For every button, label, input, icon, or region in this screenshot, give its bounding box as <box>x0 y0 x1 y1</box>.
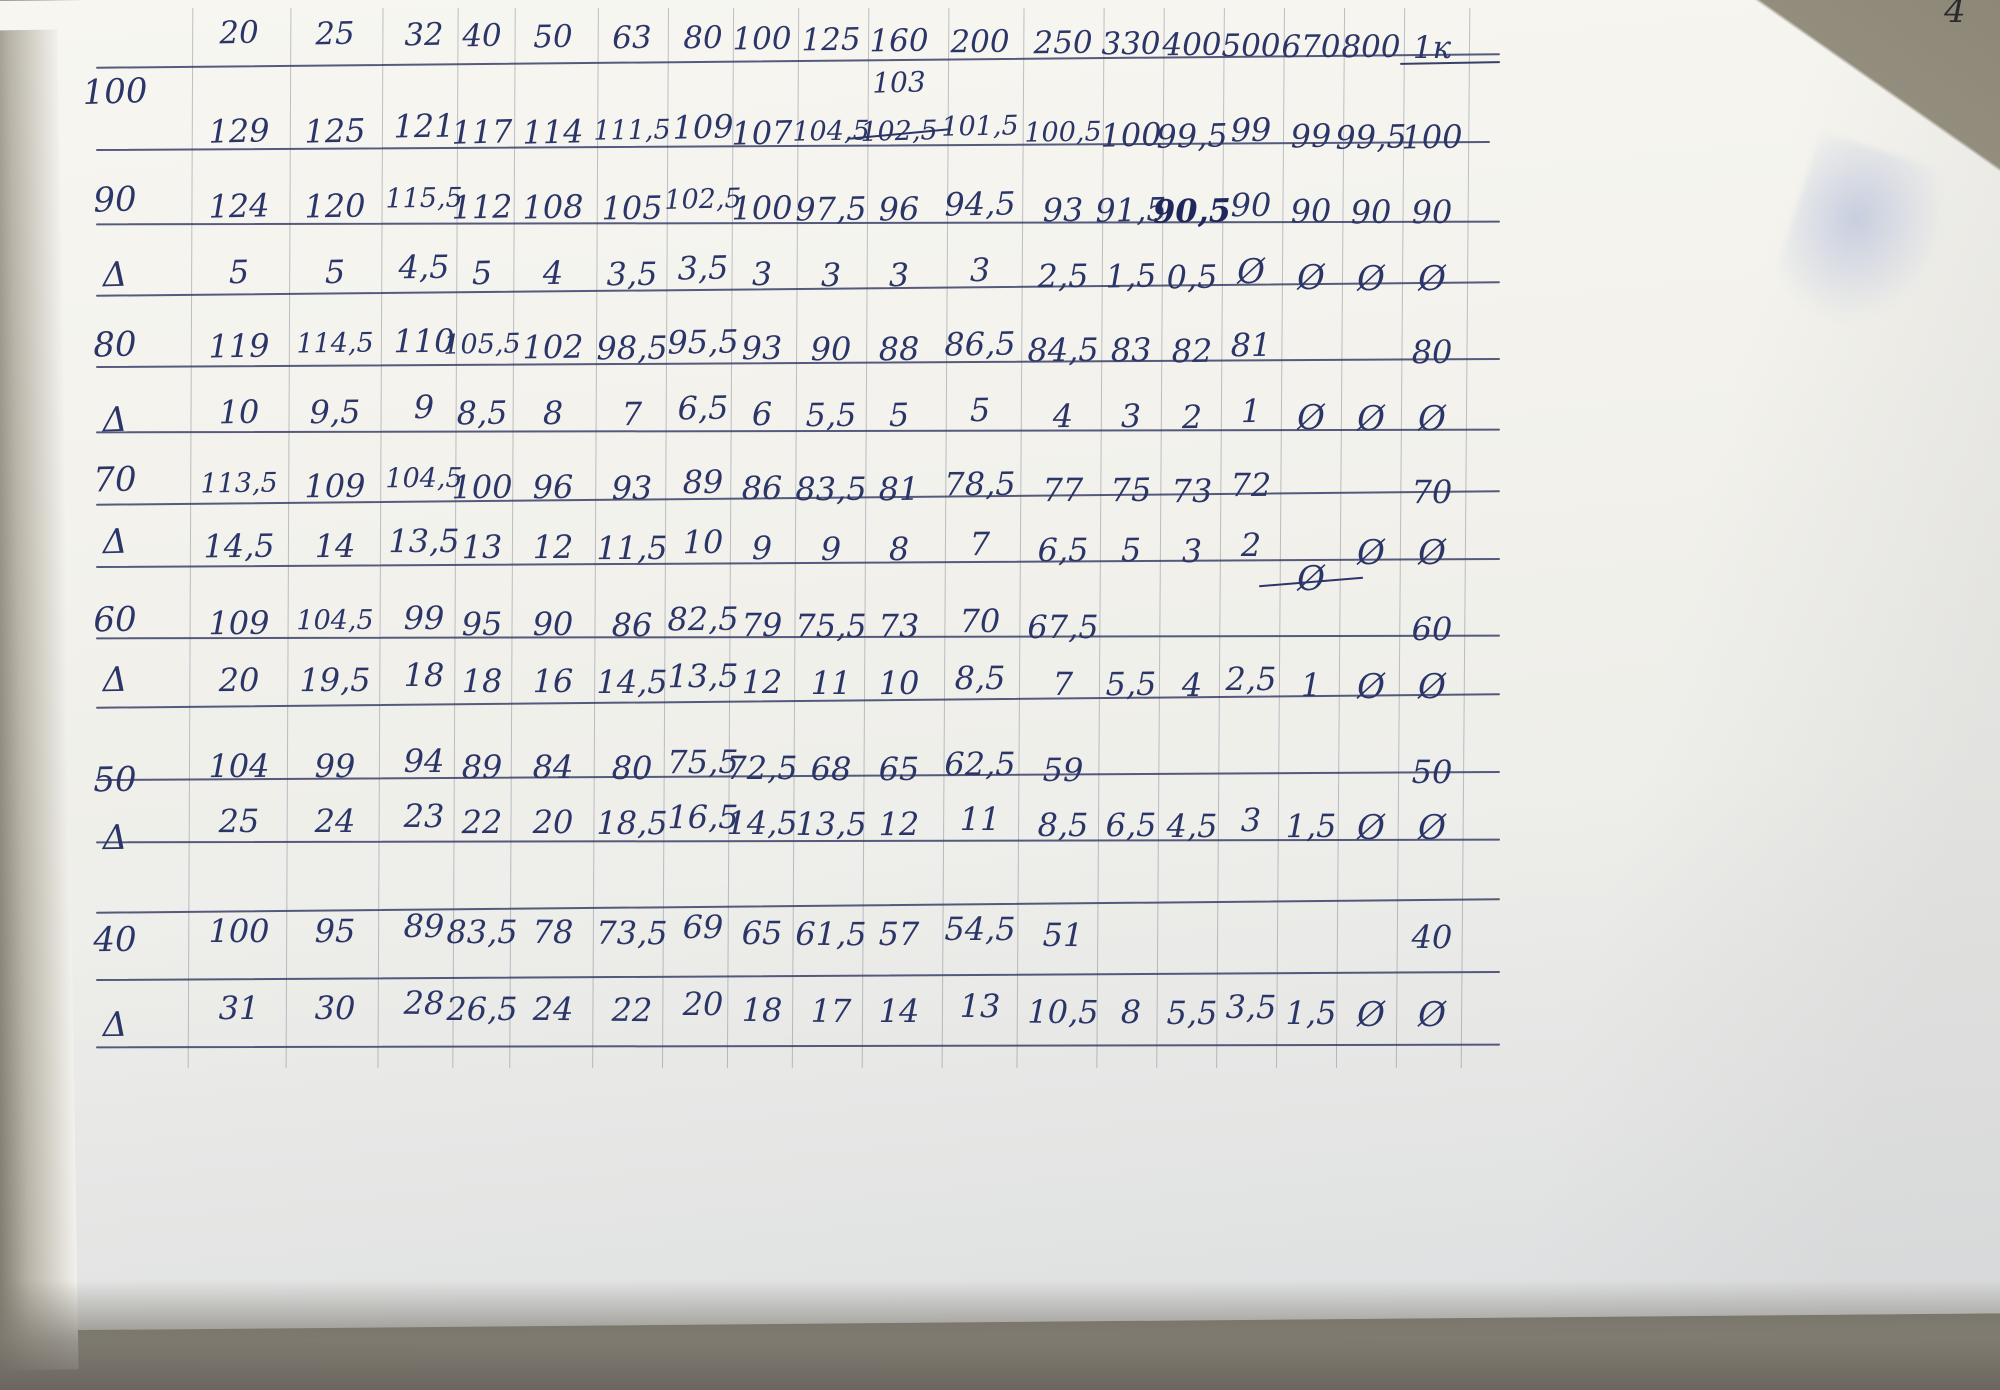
delta-cell: 9,5 <box>309 393 361 432</box>
delta-cell: 5 <box>228 252 250 292</box>
row-label-90: 90 <box>92 179 138 221</box>
delta-cell: 8,5 <box>954 658 1006 697</box>
paper-bottom-shadow <box>0 1280 2000 1390</box>
column-header-50: 50 <box>532 18 574 55</box>
level-cell: 104 <box>208 746 270 786</box>
delta-cell: 30 <box>314 989 356 1028</box>
level-cell: 124 <box>208 186 270 226</box>
level-cell: 100 <box>208 911 270 951</box>
delta-cell: 20 <box>218 660 260 700</box>
delta-cell: Ø <box>1418 666 1446 707</box>
delta-cell: 11 <box>959 799 1001 838</box>
row-label-delta-8: Δ <box>102 659 128 701</box>
level-cell: 113,5 <box>200 467 278 500</box>
level-cell: 94,5 <box>944 183 1016 224</box>
level-cell: 72 <box>1230 465 1272 504</box>
row-label-70: 70 <box>92 459 138 501</box>
level-cell: 90 <box>1411 192 1453 232</box>
level-cell: 51 <box>1042 915 1084 954</box>
row-label-delta-6: Δ <box>102 521 128 563</box>
level-cell: 80 <box>1411 332 1453 372</box>
level-cell: 109 <box>304 467 366 506</box>
column-header-1к: 1к <box>1412 30 1452 67</box>
level-cell: 78,5 <box>944 464 1016 503</box>
level-cell: 109 <box>208 603 270 643</box>
delta-cell: 13 <box>959 986 1001 1025</box>
column-header-160: 160 <box>869 22 929 60</box>
delta-cell: 5 <box>324 253 346 292</box>
correction-value: 103 <box>871 65 927 100</box>
level-cell: 50 <box>1411 752 1453 792</box>
level-cell: 114,5 <box>296 327 374 360</box>
delta-cell: 3 <box>969 250 991 289</box>
level-cell: 120 <box>304 186 366 226</box>
row-label-40: 40 <box>93 919 137 961</box>
row-label-delta-10: Δ <box>102 817 128 859</box>
delta-cell: 10 <box>218 392 260 432</box>
delta-cell: Ø <box>1417 532 1447 573</box>
delta-cell: 19,5 <box>299 661 371 700</box>
row-separator <box>96 898 1500 914</box>
level-cell: 70 <box>959 601 1001 640</box>
level-cell: 129 <box>207 111 270 151</box>
level-cell: 59 <box>1042 750 1084 789</box>
level-cell: 86,5 <box>944 324 1016 363</box>
delta-cell: Ø <box>1417 807 1447 849</box>
level-cell: 70 <box>1411 472 1453 512</box>
column-header-25: 25 <box>314 15 356 53</box>
level-cell: 54,5 <box>944 909 1016 948</box>
level-cell: 125 <box>304 111 366 151</box>
row-label-60: 60 <box>92 599 138 641</box>
delta-cell: Ø <box>1417 398 1447 440</box>
level-cell: 99 <box>314 747 356 786</box>
level-cell: 119 <box>208 326 270 366</box>
page-number: 4 <box>1944 0 1966 31</box>
row-separator <box>96 970 1500 982</box>
level-cell: 95 <box>314 912 356 951</box>
row-separator <box>95 1043 1501 1049</box>
level-cell: 67,5 <box>1027 607 1099 646</box>
level-cell: 40 <box>1411 917 1453 957</box>
row-label-delta-2: Δ <box>102 254 128 296</box>
level-cell: 101,5 <box>941 109 1019 143</box>
delta-cell: 14 <box>314 527 356 566</box>
delta-cell: 25 <box>218 801 260 841</box>
row-label-50: 50 <box>93 759 137 801</box>
delta-cell: Ø <box>1417 258 1447 300</box>
row-label-delta-12: Δ <box>102 1004 128 1046</box>
row-label-80: 80 <box>92 324 138 366</box>
row-label-100: 100 <box>81 70 149 114</box>
delta-cell: 14,5 <box>203 526 275 566</box>
delta-cell: 5 <box>969 390 991 429</box>
row-label-delta-4: Δ <box>102 399 128 441</box>
delta-cell: 24 <box>314 802 356 841</box>
desk-background-corner <box>1670 0 2000 210</box>
delta-cell: 2 <box>1240 525 1262 564</box>
delta-cell: Ø <box>1417 994 1447 1036</box>
column-header-20: 20 <box>218 14 260 52</box>
delta-cell: 7 <box>969 524 991 563</box>
delta-cell: 31 <box>218 988 260 1028</box>
column-header-200: 200 <box>950 23 1010 61</box>
level-cell: 60 <box>1411 609 1453 648</box>
level-cell: 100 <box>1401 117 1463 157</box>
level-cell: 104,5 <box>296 605 374 637</box>
level-cell: 62,5 <box>944 744 1016 783</box>
level-cell: 81 <box>1230 325 1272 365</box>
